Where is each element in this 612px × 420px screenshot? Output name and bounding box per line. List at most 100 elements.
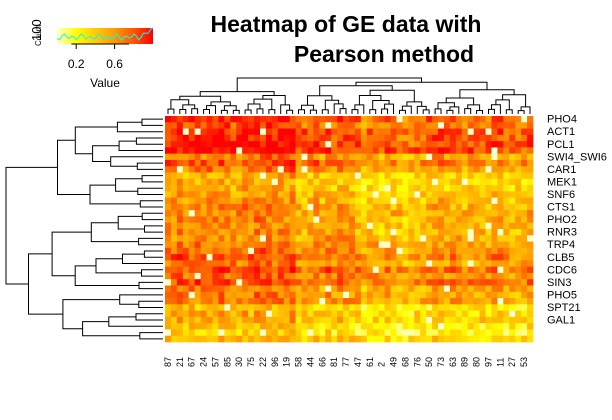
heatmap-cell bbox=[372, 172, 380, 180]
column-dendrogram-branch bbox=[505, 109, 513, 114]
heatmap-cell bbox=[384, 197, 391, 205]
heatmap-cell bbox=[194, 241, 201, 249]
heatmap-cell bbox=[473, 210, 480, 217]
heatmap-cell bbox=[449, 235, 457, 242]
heatmap-cell bbox=[265, 304, 273, 311]
heatmap-cell bbox=[438, 216, 445, 224]
heatmap-cell bbox=[408, 197, 415, 205]
heatmap-cell bbox=[271, 260, 279, 268]
heatmap-cell bbox=[331, 304, 338, 311]
heatmap-cell bbox=[455, 291, 463, 299]
heatmap-cell bbox=[527, 229, 534, 236]
heatmap-cell bbox=[295, 191, 302, 198]
heatmap-cell bbox=[443, 210, 451, 217]
heatmap-cell bbox=[236, 335, 243, 343]
heatmap-cell bbox=[443, 185, 451, 192]
heatmap-cell bbox=[408, 329, 415, 337]
heatmap-cell bbox=[165, 153, 172, 161]
heatmap-cell bbox=[236, 178, 243, 186]
heatmap-cell bbox=[366, 185, 374, 192]
heatmap-cell bbox=[271, 116, 279, 123]
heatmap-cell bbox=[301, 310, 308, 318]
heatmap-cell bbox=[485, 291, 492, 299]
heatmap-cell bbox=[414, 247, 421, 255]
heatmap-cell bbox=[295, 128, 302, 136]
heatmap-cell bbox=[242, 247, 249, 255]
heatmap-cell bbox=[408, 147, 415, 155]
heatmap-cell bbox=[461, 172, 469, 180]
heatmap-cell bbox=[212, 178, 219, 186]
heatmap-cell bbox=[206, 153, 213, 161]
heatmap-cell bbox=[449, 216, 457, 224]
row-dendrogram-branch bbox=[141, 175, 163, 183]
heatmap-cell bbox=[283, 153, 290, 161]
heatmap-cell bbox=[515, 310, 522, 318]
heatmap-cell bbox=[265, 159, 273, 167]
heatmap-cell bbox=[259, 166, 267, 173]
heatmap-cell bbox=[218, 197, 225, 205]
heatmap-cell bbox=[289, 335, 296, 343]
heatmap-cell bbox=[188, 266, 196, 274]
heatmap-cell bbox=[283, 298, 290, 305]
heatmap-cell bbox=[449, 197, 457, 205]
heatmap-cell bbox=[426, 122, 433, 129]
heatmap-cell bbox=[301, 279, 308, 286]
heatmap-cell bbox=[254, 323, 261, 330]
heatmap-cell bbox=[259, 323, 267, 330]
heatmap-cell bbox=[182, 141, 190, 148]
heatmap-cell bbox=[289, 141, 296, 148]
heatmap-cell bbox=[307, 203, 314, 211]
heatmap-cell bbox=[170, 310, 178, 318]
heatmap-cell bbox=[265, 279, 273, 286]
heatmap-cell bbox=[438, 159, 445, 167]
heatmap-cell bbox=[265, 316, 273, 324]
heatmap-cell bbox=[337, 247, 344, 255]
heatmap-cell bbox=[212, 272, 219, 280]
heatmap-cell bbox=[372, 304, 380, 311]
column-dendrogram-branch bbox=[369, 109, 377, 114]
row-dendrogram-branch bbox=[137, 187, 163, 195]
heatmap-cell bbox=[479, 304, 486, 311]
heatmap-cell bbox=[390, 134, 397, 142]
heatmap-cell bbox=[426, 285, 433, 293]
heatmap-cell bbox=[426, 185, 433, 192]
heatmap-cell bbox=[182, 222, 190, 230]
heatmap-cell bbox=[188, 197, 196, 205]
heatmap-cell bbox=[343, 279, 350, 286]
heatmap-cell bbox=[503, 291, 510, 299]
heatmap-cell bbox=[206, 128, 213, 136]
heatmap-cell bbox=[206, 178, 213, 186]
row-label: SPT21 bbox=[547, 302, 581, 314]
heatmap-cell bbox=[479, 229, 486, 236]
column-dendrogram-branch bbox=[445, 97, 475, 105]
heatmap-cell bbox=[259, 229, 267, 236]
row-label: SWI4_SWI6 bbox=[547, 151, 607, 163]
heatmap-cell bbox=[206, 285, 213, 293]
heatmap-cell bbox=[420, 203, 427, 211]
heatmap-cell bbox=[485, 191, 492, 198]
heatmap-cell bbox=[491, 216, 498, 224]
heatmap-cell bbox=[354, 210, 362, 217]
heatmap-cell bbox=[218, 122, 225, 129]
heatmap-cell bbox=[265, 329, 273, 337]
heatmap-cell bbox=[527, 291, 534, 299]
heatmap-cell bbox=[414, 141, 421, 148]
column-label: 47 bbox=[353, 357, 363, 367]
heatmap-cell bbox=[396, 191, 403, 198]
row-dendrogram-branch bbox=[138, 281, 163, 290]
column-dendrogram-branch bbox=[191, 108, 199, 114]
heatmap-cell bbox=[467, 147, 474, 155]
heatmap-cell bbox=[491, 272, 498, 280]
heatmap-cell bbox=[509, 272, 516, 280]
heatmap-cell bbox=[461, 260, 469, 268]
heatmap-cell bbox=[271, 210, 279, 217]
heatmap-cell bbox=[212, 291, 219, 299]
heatmap-cell bbox=[366, 178, 374, 186]
heatmap-cell bbox=[188, 247, 196, 255]
heatmap-cell bbox=[277, 128, 285, 136]
heatmap-cell bbox=[301, 335, 308, 343]
heatmap-cell bbox=[200, 323, 207, 330]
heatmap-cell bbox=[449, 159, 457, 167]
heatmap-cell bbox=[349, 216, 356, 224]
heatmap-cell bbox=[473, 153, 480, 161]
